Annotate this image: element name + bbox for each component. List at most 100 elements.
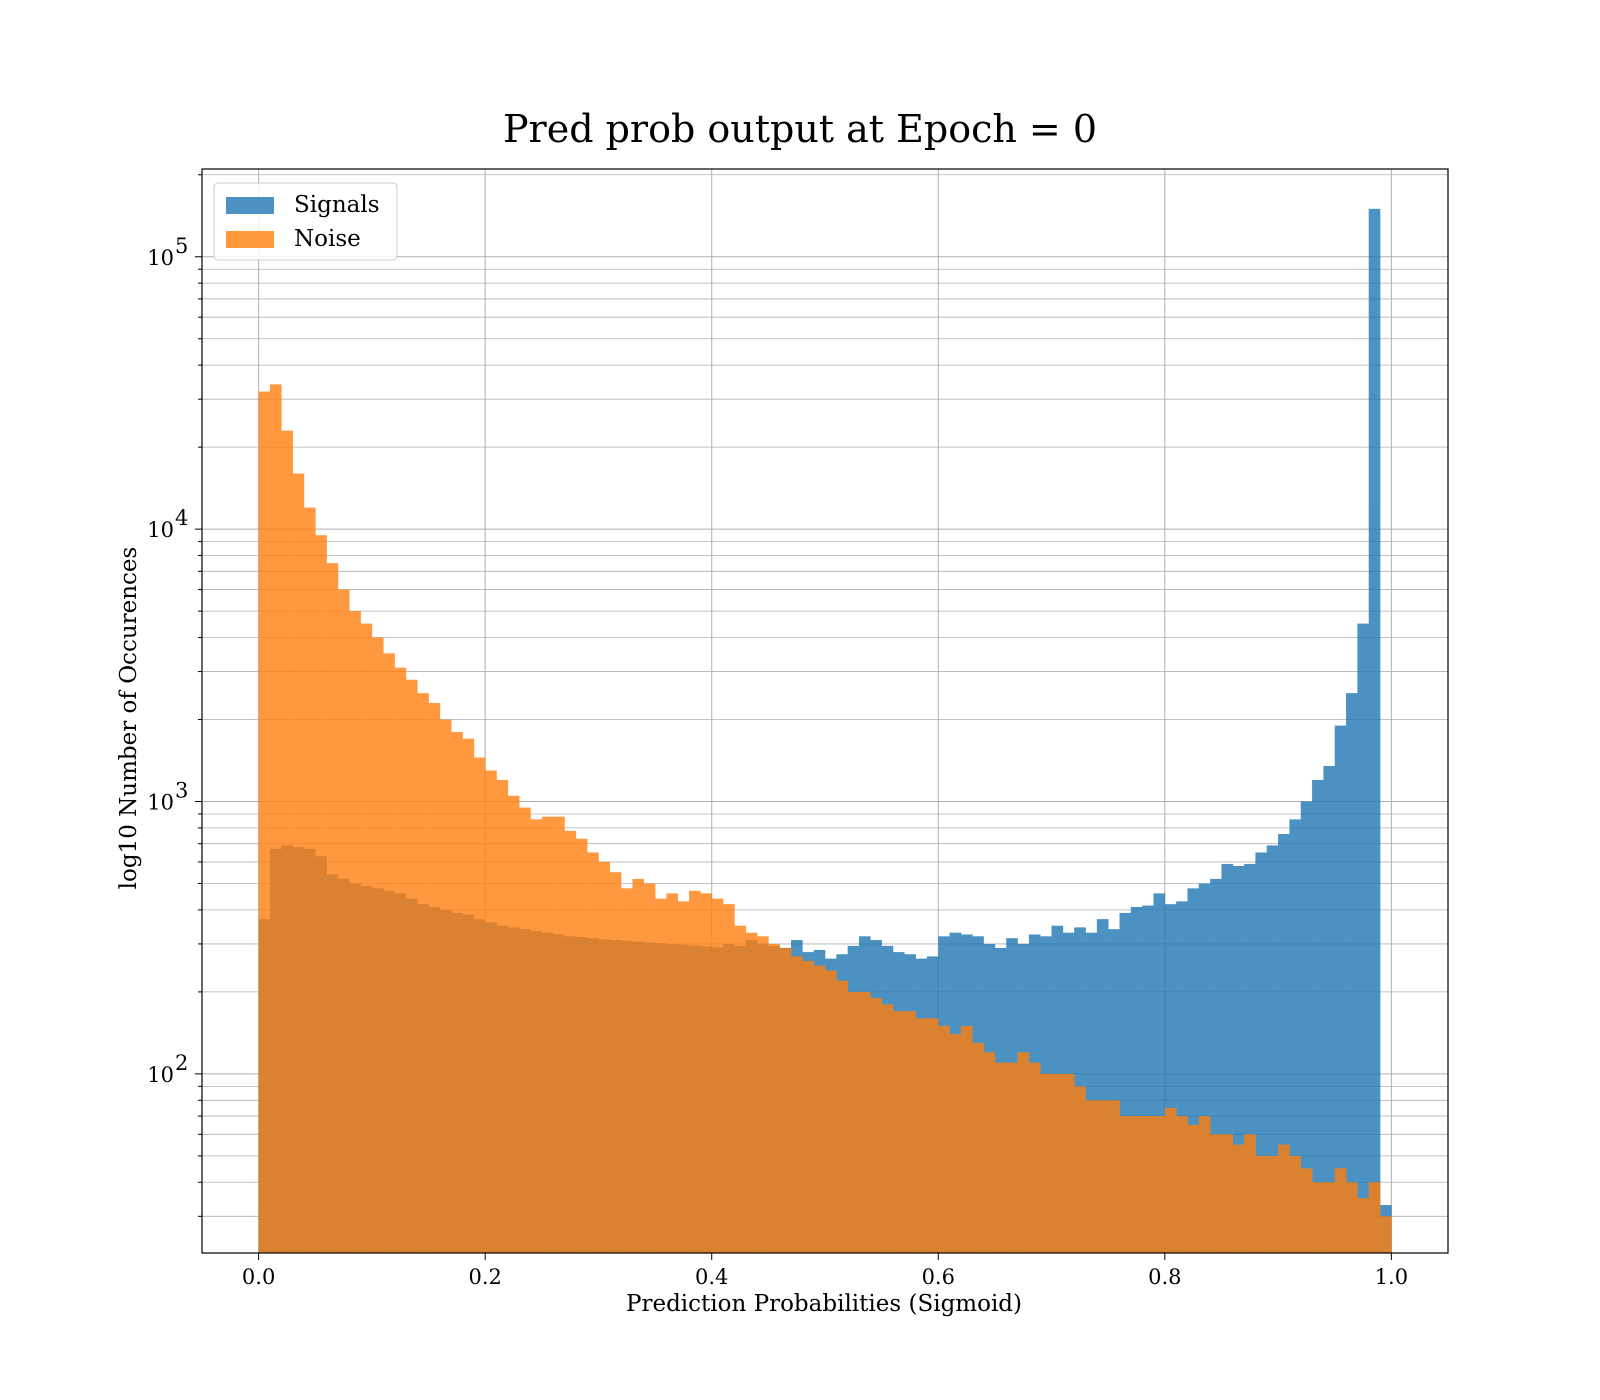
bar-noise <box>700 893 713 1253</box>
bar-noise <box>292 473 305 1254</box>
bar-noise <box>1108 1100 1120 1253</box>
bar-noise <box>417 693 429 1253</box>
x-tick-label: 0.6 <box>922 1265 955 1289</box>
bar-noise <box>575 838 588 1253</box>
legend: Signals Noise <box>213 182 398 261</box>
bar-noise <box>1176 1116 1188 1253</box>
bar-noise <box>1255 1155 1268 1253</box>
bar-noise <box>1221 1134 1234 1253</box>
bar-noise <box>643 883 656 1253</box>
bar-noise <box>734 925 747 1253</box>
bar-noise <box>858 991 871 1253</box>
bar-noise <box>1085 1100 1098 1253</box>
bar-signals <box>1357 623 1370 1253</box>
bar-noise <box>677 901 690 1253</box>
bar-noise <box>326 563 339 1253</box>
bar-noise <box>1380 1216 1392 1253</box>
y-axis-label: log10 Number of Occurences <box>116 547 142 890</box>
bar-noise <box>926 1018 939 1253</box>
bar-signals <box>1210 878 1222 1253</box>
bar-noise <box>813 965 826 1253</box>
bar-signals <box>1176 901 1188 1253</box>
bar-noise <box>779 947 792 1253</box>
bar-noise <box>303 507 316 1254</box>
bar-noise <box>1006 1062 1018 1253</box>
bar-noise <box>768 943 780 1253</box>
bar-noise <box>1096 1100 1109 1253</box>
bar-noise <box>689 890 701 1253</box>
bar-noise <box>836 980 848 1253</box>
bar-noise <box>1187 1124 1200 1253</box>
y-tick-label: 10 <box>147 1063 174 1087</box>
bar-signals <box>1368 208 1381 1253</box>
bar-signals <box>1130 906 1143 1253</box>
bar-noise <box>1232 1144 1245 1253</box>
bar-noise <box>337 589 350 1253</box>
bar-noise <box>949 1034 962 1253</box>
y-tick-label: 10 <box>147 518 174 542</box>
bar-noise <box>994 1062 1007 1253</box>
bar-signals <box>1334 725 1347 1253</box>
bar-noise <box>394 667 407 1253</box>
bar-signals <box>1300 801 1313 1253</box>
bar-noise <box>315 535 327 1253</box>
bar-signals <box>1323 766 1336 1253</box>
bar-noise <box>1040 1073 1052 1253</box>
bar-noise <box>1210 1134 1222 1253</box>
bar-noise <box>1346 1182 1358 1253</box>
bar-noise <box>405 679 418 1253</box>
bar-noise <box>847 991 860 1253</box>
bar-noise <box>904 1011 916 1253</box>
bar-noise <box>757 936 769 1253</box>
bar-noise <box>881 1004 894 1253</box>
bar-noise <box>1153 1116 1166 1253</box>
bar-noise <box>1323 1182 1336 1253</box>
x-tick-label: 0.4 <box>695 1265 728 1289</box>
bar-noise <box>1289 1155 1302 1253</box>
bar-noise <box>1357 1198 1370 1253</box>
bar-signals <box>1266 845 1279 1253</box>
bar-noise <box>553 816 565 1253</box>
bar-noise <box>428 702 441 1253</box>
bar-noise <box>507 795 520 1253</box>
bar-signals <box>1096 919 1109 1253</box>
bar-noise <box>383 653 395 1253</box>
chart-title: Pred prob output at Epoch = 0 <box>503 107 1097 151</box>
y-tick-label: 10 <box>147 791 174 815</box>
plot-frame <box>201 168 1449 1254</box>
bar-signals <box>1187 888 1200 1253</box>
bar-noise <box>632 878 645 1253</box>
bar-noise <box>655 898 667 1253</box>
y-tick-exponent: 4 <box>175 506 188 530</box>
bar-signals <box>1164 904 1177 1253</box>
bar-noise <box>349 611 361 1253</box>
bar-noise <box>439 719 452 1253</box>
bar-noise <box>1198 1116 1211 1253</box>
bar-noise <box>960 1025 973 1253</box>
bar-noise <box>621 888 633 1253</box>
legend-swatch-noise <box>226 231 274 248</box>
x-tick-label: 0.8 <box>1148 1265 1181 1289</box>
y-tick-label: 10 <box>147 246 174 270</box>
bar-noise <box>1300 1168 1313 1253</box>
bar-noise <box>1244 1134 1256 1253</box>
bar-noise <box>1164 1107 1177 1253</box>
bar-noise <box>1017 1052 1030 1253</box>
bar-noise <box>598 861 611 1253</box>
bar-noise <box>1119 1116 1132 1253</box>
bar-noise <box>983 1052 996 1253</box>
bar-noise <box>1051 1073 1064 1253</box>
bar-signals <box>1198 883 1211 1253</box>
bar-noise <box>258 391 271 1254</box>
bar-noise <box>530 819 543 1253</box>
bar-noise <box>473 757 486 1253</box>
bar-noise <box>723 904 735 1253</box>
bar-noise <box>1312 1182 1324 1253</box>
y-tick-exponent: 3 <box>175 779 188 803</box>
y-tick-exponent: 2 <box>175 1051 188 1075</box>
bar-noise <box>587 852 599 1253</box>
bar-noise <box>269 384 282 1253</box>
